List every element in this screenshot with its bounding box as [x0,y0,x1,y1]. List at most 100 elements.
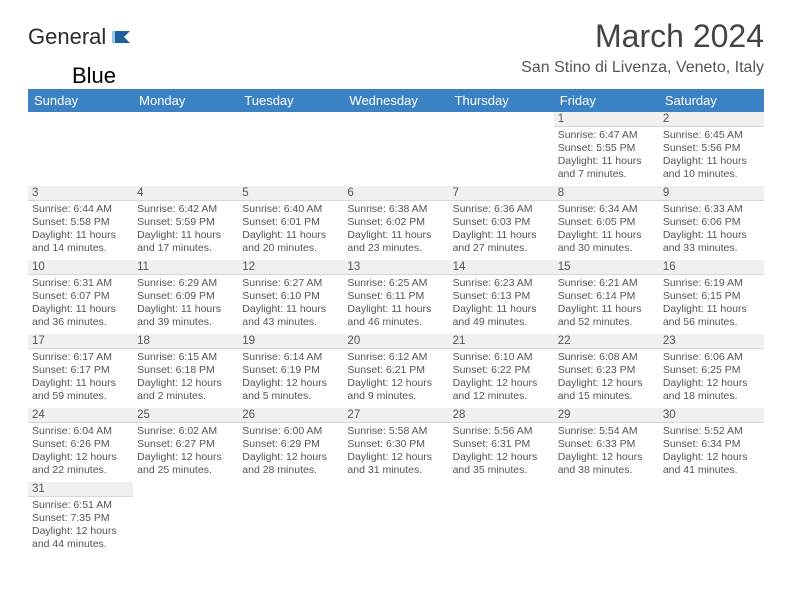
daylight-line: Daylight: 11 hours and 27 minutes. [453,229,550,255]
day-details: Sunrise: 5:58 AMSunset: 6:30 PMDaylight:… [343,423,448,482]
day-details: Sunrise: 6:31 AMSunset: 6:07 PMDaylight:… [28,275,133,334]
sunset-line: Sunset: 6:29 PM [242,438,339,451]
calendar-cell: 12Sunrise: 6:27 AMSunset: 6:10 PMDayligh… [238,260,343,334]
daylight-line: Daylight: 12 hours and 25 minutes. [137,451,234,477]
day-number: 9 [659,186,764,201]
calendar-page: General March 2024 San Stino di Livenza,… [0,0,792,564]
day-number: 7 [449,186,554,201]
day-number: 13 [343,260,448,275]
empty-day [449,482,554,496]
sunset-line: Sunset: 6:05 PM [558,216,655,229]
calendar-cell: 30Sunrise: 5:52 AMSunset: 6:34 PMDayligh… [659,408,764,482]
day-number: 5 [238,186,343,201]
daylight-line: Daylight: 12 hours and 44 minutes. [32,525,129,551]
sunset-line: Sunset: 6:07 PM [32,290,129,303]
day-details: Sunrise: 6:44 AMSunset: 5:58 PMDaylight:… [28,201,133,260]
sunrise-line: Sunrise: 6:27 AM [242,277,339,290]
sunset-line: Sunset: 6:13 PM [453,290,550,303]
calendar-cell [554,482,659,556]
sunset-line: Sunset: 6:19 PM [242,364,339,377]
logo-word-1: General [28,24,106,50]
calendar-cell: 11Sunrise: 6:29 AMSunset: 6:09 PMDayligh… [133,260,238,334]
daylight-line: Daylight: 12 hours and 2 minutes. [137,377,234,403]
day-details: Sunrise: 6:23 AMSunset: 6:13 PMDaylight:… [449,275,554,334]
day-number: 27 [343,408,448,423]
sunset-line: Sunset: 6:26 PM [32,438,129,451]
empty-day [343,112,448,126]
weekday-header: Sunday [28,89,133,112]
day-details: Sunrise: 6:27 AMSunset: 6:10 PMDaylight:… [238,275,343,334]
calendar-cell: 20Sunrise: 6:12 AMSunset: 6:21 PMDayligh… [343,334,448,408]
calendar-cell [449,112,554,186]
weekday-header: Wednesday [343,89,448,112]
day-number: 3 [28,186,133,201]
sunrise-line: Sunrise: 6:19 AM [663,277,760,290]
day-details: Sunrise: 6:40 AMSunset: 6:01 PMDaylight:… [238,201,343,260]
weekday-header: Tuesday [238,89,343,112]
calendar-cell [449,482,554,556]
day-number: 29 [554,408,659,423]
day-details: Sunrise: 6:34 AMSunset: 6:05 PMDaylight:… [554,201,659,260]
calendar-cell [133,112,238,186]
weekday-header: Friday [554,89,659,112]
sunrise-line: Sunrise: 6:36 AM [453,203,550,216]
sunset-line: Sunset: 6:31 PM [453,438,550,451]
day-number: 20 [343,334,448,349]
day-details: Sunrise: 6:47 AMSunset: 5:55 PMDaylight:… [554,127,659,186]
sunset-line: Sunset: 6:22 PM [453,364,550,377]
day-details: Sunrise: 5:56 AMSunset: 6:31 PMDaylight:… [449,423,554,482]
day-number: 25 [133,408,238,423]
day-number: 31 [28,482,133,497]
empty-day [343,482,448,496]
sunset-line: Sunset: 7:35 PM [32,512,129,525]
calendar-cell: 21Sunrise: 6:10 AMSunset: 6:22 PMDayligh… [449,334,554,408]
daylight-line: Daylight: 12 hours and 18 minutes. [663,377,760,403]
daylight-line: Daylight: 12 hours and 9 minutes. [347,377,444,403]
sunset-line: Sunset: 5:58 PM [32,216,129,229]
day-number: 11 [133,260,238,275]
daylight-line: Daylight: 11 hours and 30 minutes. [558,229,655,255]
sunrise-line: Sunrise: 6:29 AM [137,277,234,290]
sunset-line: Sunset: 5:59 PM [137,216,234,229]
calendar-cell: 27Sunrise: 5:58 AMSunset: 6:30 PMDayligh… [343,408,448,482]
weekday-header-row: SundayMondayTuesdayWednesdayThursdayFrid… [28,89,764,112]
day-number: 15 [554,260,659,275]
sunrise-line: Sunrise: 6:00 AM [242,425,339,438]
calendar-cell: 7Sunrise: 6:36 AMSunset: 6:03 PMDaylight… [449,186,554,260]
daylight-line: Daylight: 12 hours and 28 minutes. [242,451,339,477]
sunrise-line: Sunrise: 6:23 AM [453,277,550,290]
location-label: San Stino di Livenza, Veneto, Italy [521,59,764,77]
calendar-table: SundayMondayTuesdayWednesdayThursdayFrid… [28,89,764,556]
day-number: 22 [554,334,659,349]
sunrise-line: Sunrise: 6:31 AM [32,277,129,290]
day-details: Sunrise: 5:54 AMSunset: 6:33 PMDaylight:… [554,423,659,482]
day-number: 17 [28,334,133,349]
day-details: Sunrise: 6:51 AMSunset: 7:35 PMDaylight:… [28,497,133,556]
sunset-line: Sunset: 6:11 PM [347,290,444,303]
daylight-line: Daylight: 12 hours and 31 minutes. [347,451,444,477]
logo: General [28,18,136,50]
calendar-cell: 16Sunrise: 6:19 AMSunset: 6:15 PMDayligh… [659,260,764,334]
day-number: 18 [133,334,238,349]
sunrise-line: Sunrise: 6:25 AM [347,277,444,290]
sunrise-line: Sunrise: 5:56 AM [453,425,550,438]
sunrise-line: Sunrise: 6:51 AM [32,499,129,512]
day-number: 10 [28,260,133,275]
daylight-line: Daylight: 12 hours and 5 minutes. [242,377,339,403]
daylight-line: Daylight: 11 hours and 14 minutes. [32,229,129,255]
sunset-line: Sunset: 6:18 PM [137,364,234,377]
day-number: 8 [554,186,659,201]
daylight-line: Daylight: 11 hours and 33 minutes. [663,229,760,255]
calendar-cell [238,112,343,186]
sunset-line: Sunset: 5:55 PM [558,142,655,155]
sunset-line: Sunset: 6:23 PM [558,364,655,377]
calendar-cell [238,482,343,556]
daylight-line: Daylight: 11 hours and 46 minutes. [347,303,444,329]
daylight-line: Daylight: 11 hours and 23 minutes. [347,229,444,255]
calendar-cell [133,482,238,556]
calendar-cell: 29Sunrise: 5:54 AMSunset: 6:33 PMDayligh… [554,408,659,482]
sunset-line: Sunset: 6:30 PM [347,438,444,451]
day-details: Sunrise: 6:42 AMSunset: 5:59 PMDaylight:… [133,201,238,260]
calendar-cell: 24Sunrise: 6:04 AMSunset: 6:26 PMDayligh… [28,408,133,482]
day-details: Sunrise: 6:38 AMSunset: 6:02 PMDaylight:… [343,201,448,260]
